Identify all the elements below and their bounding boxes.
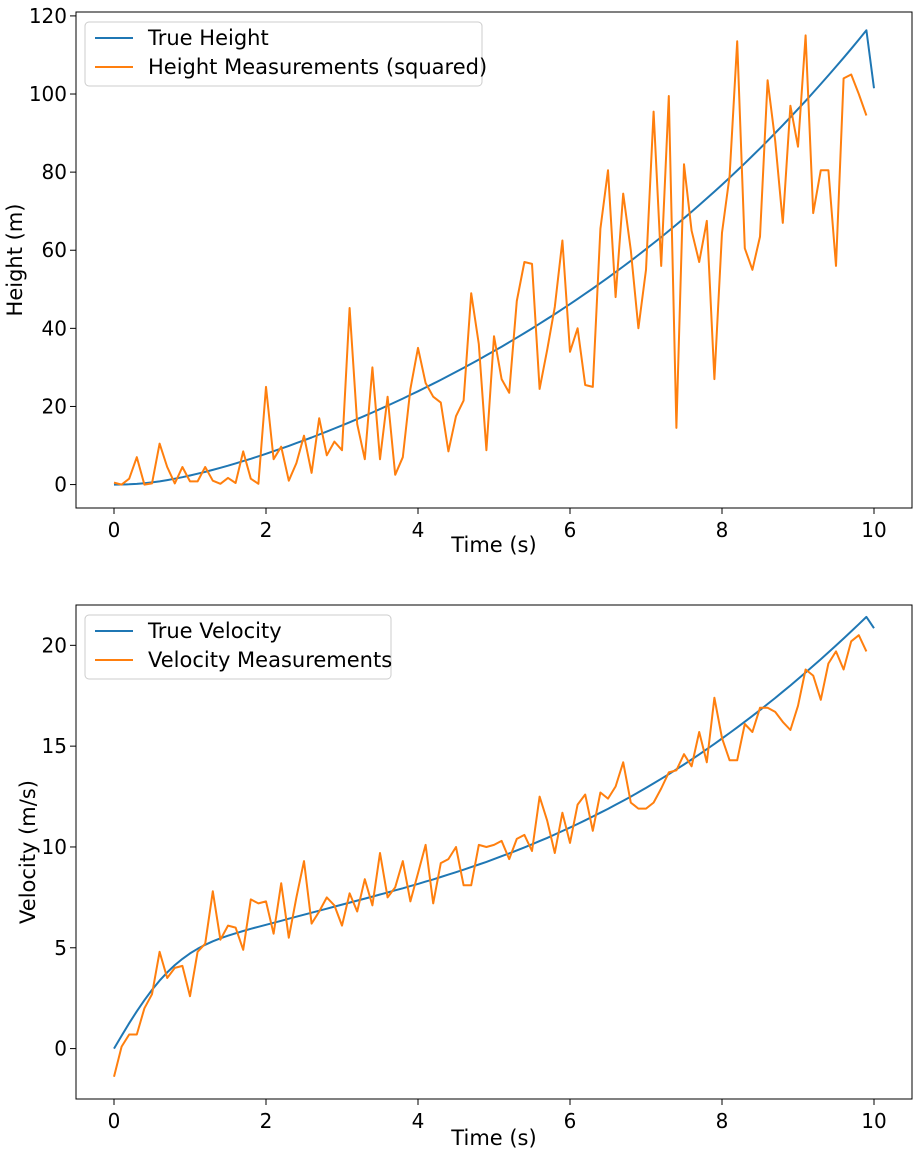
height-y-tick-label: 40	[42, 316, 67, 340]
height-series-lines	[113, 29, 875, 486]
velocity-y-tick-label: 20	[42, 633, 67, 657]
velocity-x-tick-label: 2	[260, 1109, 273, 1133]
legend-label-height-measurements: Height Measurements (squared)	[148, 55, 487, 79]
velocity-legend-box	[84, 614, 392, 680]
height-x-axis-label: Time (s)	[450, 533, 536, 557]
height-x-tick-label: 10	[861, 518, 886, 542]
height-x-ticks: 0 2 4 6 8 10	[108, 508, 887, 542]
velocity-chart: 0 2 4 6 8 10 0 5 10 15 20 Time (s) Velocity (m/s)…	[16, 604, 913, 1150]
height-y-tick-label: 60	[42, 238, 67, 262]
height-y-ticks: 0 20 40 60 80 100 120	[29, 4, 76, 497]
velocity-x-tick-label: 10	[861, 1109, 886, 1133]
height-x-tick-label: 2	[260, 518, 273, 542]
velocity-x-tick-label: 6	[564, 1109, 577, 1133]
velocity-x-ticks: 0 2 4 6 8 10	[108, 1099, 887, 1133]
velocity-y-tick-label: 10	[42, 835, 67, 859]
velocity-measurements-line	[113, 634, 868, 1078]
velocity-x-tick-label: 0	[108, 1109, 121, 1133]
velocity-y-tick-label: 5	[54, 936, 67, 960]
height-y-tick-label: 80	[42, 160, 67, 184]
velocity-y-tick-label: 15	[42, 734, 67, 758]
legend-label-velocity-measurements: Velocity Measurements	[148, 648, 392, 672]
height-x-tick-label: 8	[716, 518, 729, 542]
legend-label-true-height: True Height	[147, 26, 269, 50]
height-legend: True Height Height Measurements (squared…	[84, 21, 487, 87]
height-x-tick-label: 0	[108, 518, 121, 542]
legend-label-true-velocity: True Velocity	[147, 619, 282, 643]
velocity-plot-area	[75, 604, 913, 1100]
velocity-y-tick-label: 0	[54, 1037, 67, 1061]
height-y-tick-label: 120	[29, 4, 67, 28]
height-y-axis-label: Height (m)	[3, 204, 27, 317]
velocity-x-tick-label: 4	[412, 1109, 425, 1133]
velocity-series-lines	[113, 615, 875, 1078]
height-x-tick-label: 6	[564, 518, 577, 542]
height-legend-box	[84, 21, 483, 87]
height-measurements-line	[113, 34, 868, 486]
height-y-tick-label: 0	[54, 473, 67, 497]
height-y-tick-label: 20	[42, 394, 67, 418]
height-y-tick-label: 100	[29, 82, 67, 106]
height-plot-area	[75, 11, 913, 509]
velocity-y-axis-label: Velocity (m/s)	[16, 780, 40, 924]
velocity-y-ticks: 0 5 10 15 20	[42, 633, 76, 1061]
height-chart: 0 2 4 6 8 10 0 20 40 60 80 100 120 Time (s) Height …	[3, 4, 913, 557]
height-x-tick-label: 4	[412, 518, 425, 542]
velocity-x-tick-label: 8	[716, 1109, 729, 1133]
velocity-true-line	[113, 615, 875, 1050]
velocity-legend: True Velocity Velocity Measurements	[84, 614, 392, 680]
velocity-x-axis-label: Time (s)	[450, 1126, 536, 1150]
